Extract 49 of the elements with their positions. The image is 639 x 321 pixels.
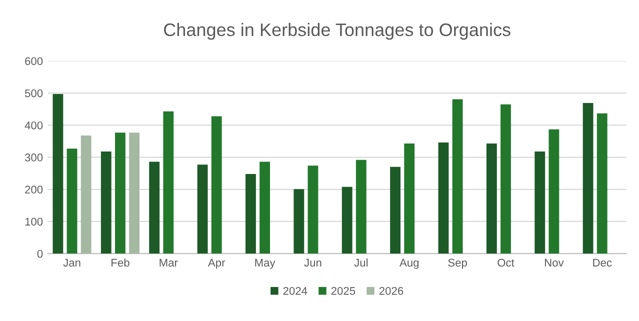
bar — [115, 132, 126, 254]
x-tick-label: Nov — [544, 258, 564, 267]
x-tick-label: Jun — [304, 258, 322, 267]
x-tick-label: Jan — [63, 258, 80, 267]
x-tick-label: Aug — [399, 258, 419, 269]
bar — [500, 104, 511, 254]
x-tick-label: Sep — [448, 258, 467, 269]
bar — [596, 113, 608, 254]
bar — [342, 186, 352, 254]
y-tick-label: 200 — [25, 186, 43, 194]
y-tick-label: 0 — [37, 250, 43, 258]
bar — [548, 129, 560, 254]
bar — [582, 103, 594, 254]
bar — [390, 166, 401, 254]
bar — [438, 142, 449, 254]
bar — [534, 152, 546, 254]
bar — [197, 164, 208, 254]
x-tick-label: May — [255, 258, 276, 269]
bar — [308, 166, 318, 254]
y-tick-label: 600 — [25, 57, 43, 66]
bar — [163, 111, 174, 254]
bar — [66, 148, 78, 254]
chart-title: Changes in Kerbside Tonnages to Organics — [164, 22, 510, 40]
bar — [260, 162, 270, 254]
legend-label: 2024 — [283, 286, 308, 295]
y-tick-label: 100 — [25, 218, 43, 226]
bar — [246, 174, 256, 254]
bar — [404, 143, 415, 254]
bar — [211, 116, 222, 254]
x-tick-label: Mar — [160, 258, 178, 267]
bar — [452, 99, 463, 254]
bar — [356, 160, 366, 254]
x-tick-label: Oct — [498, 258, 514, 267]
bar — [129, 132, 140, 254]
bar — [80, 135, 92, 254]
y-tick-label: 300 — [24, 154, 43, 162]
x-tick-label: Jul — [354, 258, 368, 267]
legend-label: 2026 — [379, 286, 404, 295]
x-tick-label: Feb — [112, 258, 130, 267]
x-tick-label: Dec — [593, 258, 612, 267]
legend-label: 2025 — [331, 286, 356, 295]
bar — [100, 152, 112, 254]
bar — [294, 189, 304, 254]
x-tick-label: Apr — [208, 258, 226, 269]
y-tick-label: 400 — [24, 121, 43, 130]
bar — [486, 143, 497, 254]
bar — [52, 94, 64, 254]
y-tick-label: 500 — [24, 89, 43, 98]
bar — [149, 162, 160, 254]
